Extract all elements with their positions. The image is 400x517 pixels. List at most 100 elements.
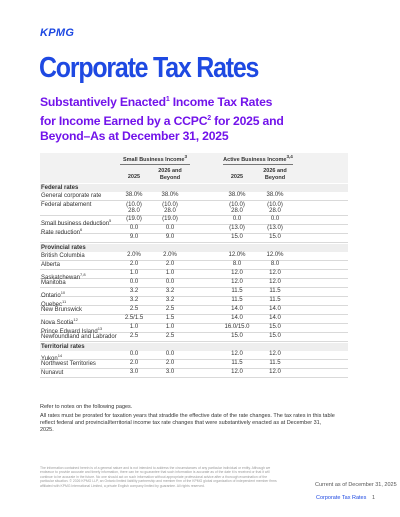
table-row: Nunavut 3.0 3.0 12.0 12.0	[40, 369, 348, 378]
rate-cell: 11.5	[269, 288, 281, 294]
rate-cell: (13.0)	[267, 225, 283, 231]
rate-cell: 8.0	[232, 261, 242, 267]
row-label: Rate reduction6	[41, 227, 83, 236]
col-2025-active: 2025	[230, 174, 244, 180]
table-row: New Brunswick 2.5 2.5 14.0 14.0	[40, 306, 348, 315]
rate-cell: 2.0%	[127, 252, 141, 258]
row-label: Newfoundland and Labrador	[41, 334, 117, 340]
rate-cell: 12.0	[231, 270, 243, 276]
row-label: Yukon14	[41, 353, 63, 362]
rate-cell: 15.0	[231, 333, 243, 339]
rate-cell: 38.0%	[228, 192, 246, 198]
table-row: Quebec11 3.2 3.2 11.5 11.5	[40, 297, 348, 308]
rate-cell: 12.0%	[228, 252, 246, 258]
row-label: Nunavut	[41, 370, 64, 376]
rate-cell: 3.2	[165, 288, 175, 294]
rate-cell: 14.0	[269, 315, 281, 321]
col-beyond-small: 2026 and Beyond	[158, 168, 182, 181]
rate-cell: 14.0	[231, 315, 243, 321]
rate-cell: 3.2	[165, 297, 175, 303]
rate-cell: 12.0	[269, 279, 281, 285]
rate-cell: 12.0	[269, 351, 281, 357]
row-label: Nova Scotia12	[41, 317, 78, 326]
rate-cell: 11.5	[269, 297, 281, 303]
rate-cell: 2.5	[129, 306, 139, 312]
rate-cell: (10.0) 28.0	[162, 202, 178, 214]
rate-cell: 1.5	[165, 315, 175, 321]
rate-cell: 11.5	[231, 297, 243, 303]
table-header: Small Business Income3 Active Business I…	[40, 153, 348, 183]
rate-cell: 12.0	[231, 279, 243, 285]
row-label: Saskatchewan7,8	[41, 272, 86, 281]
row-label: Small business deduction5	[41, 218, 112, 227]
rate-cell: 38.0%	[266, 192, 284, 198]
rate-cell: 0.0	[270, 216, 280, 222]
table-row: Northwest Territories 2.0 2.0 11.5 11.5	[40, 360, 348, 369]
rate-cell: 11.5	[269, 360, 281, 366]
row-label: Quebec11	[41, 299, 67, 308]
subtitle: Substantively Enacted1 Income Tax Rates …	[40, 95, 284, 144]
rate-cell: 0.0	[232, 216, 242, 222]
row-label: New Brunswick	[41, 307, 83, 313]
row-label: Ontario10	[41, 290, 66, 299]
rate-cell: (19.0)	[162, 216, 178, 222]
rate-cell: 38.0%	[125, 192, 143, 198]
rate-cell: 3.0	[129, 369, 139, 375]
current-as-of: Current as of December 31, 2025	[315, 482, 397, 488]
rate-cell: 8.0	[270, 261, 280, 267]
rate-cell: 12.0	[231, 351, 243, 357]
rate-cell: 2.0%	[163, 252, 177, 258]
rate-cell: 2.5	[165, 306, 175, 312]
section-header: Provincial rates	[40, 244, 348, 252]
rate-cell: 1.0	[129, 270, 139, 276]
row-label: Manitoba	[41, 280, 66, 286]
table-row: Saskatchewan7,8 1.0 1.0 12.0 12.0	[40, 270, 348, 281]
rate-cell: 14.0	[269, 306, 281, 312]
rate-cell: 12.0	[269, 369, 281, 375]
rate-cell: 2.0	[165, 261, 175, 267]
rate-cell: (10.0) 28.0	[126, 202, 142, 214]
rate-cell: 15.0	[269, 234, 281, 240]
disclaimer: The information contained herein is of a…	[40, 466, 277, 488]
rate-cell: (13.0)	[229, 225, 245, 231]
header-active-business: Active Business Income3,4	[223, 154, 293, 166]
rate-cell: 2.0	[129, 261, 139, 267]
table-row: Nova Scotia12 2.5/1.5 1.5 14.0 14.0	[40, 315, 348, 326]
rate-cell: 15.0	[269, 324, 281, 330]
tax-rate-table: Small Business Income3 Active Business I…	[40, 153, 348, 378]
table-row: Rate reduction6 0.0 0.0 (13.0) (13.0)	[40, 225, 348, 236]
page-number: 1	[372, 495, 376, 501]
row-label: Alberta	[41, 262, 61, 268]
rate-cell: 1.0	[165, 270, 175, 276]
rate-cell: 0.0	[129, 351, 139, 357]
table-row: 9.0 9.0 15.0 15.0	[40, 234, 348, 243]
table-row: Ontario10 3.2 3.2 11.5 11.5	[40, 288, 348, 299]
table-row: Prince Edward Island13 1.0 1.0 16.0/15.0 15.…	[40, 324, 348, 335]
col-beyond-active: 2026 and Beyond	[263, 168, 287, 181]
rate-cell: 0.0	[129, 279, 139, 285]
rate-cell: 3.2	[129, 297, 139, 303]
row-label: Northwest Territories	[41, 361, 96, 367]
rate-cell: 38.0%	[161, 192, 179, 198]
row-label: General corporate rate	[41, 193, 102, 199]
page-title: Corporate Tax Rates	[39, 52, 259, 84]
rate-cell: 12.0	[269, 270, 281, 276]
rate-cell: 9.0	[165, 234, 175, 240]
rate-cell: 16.0/15.0	[224, 324, 250, 330]
section-header: Territorial rates	[40, 343, 348, 351]
rate-cell: 0.0	[165, 225, 175, 231]
table-row: Alberta 2.0 2.0 8.0 8.0	[40, 261, 348, 270]
rate-cell: 15.0	[269, 333, 281, 339]
rate-cell: 0.0	[129, 225, 139, 231]
proration-note: All rates must be prorated for taxation …	[40, 413, 335, 433]
col-2025-small: 2025	[127, 174, 141, 180]
rate-cell: 2.5	[165, 333, 175, 339]
rate-cell: 12.0	[231, 369, 243, 375]
footer-title: Corporate Tax Rates	[316, 495, 367, 501]
rate-cell: (10.0) 28.0	[229, 202, 245, 214]
rate-cell: 11.5	[231, 360, 243, 366]
table-body: Federal rates General corporate rate 38.0%…	[40, 184, 348, 378]
rate-cell: 1.0	[129, 324, 139, 330]
rate-cell: 2.0	[165, 360, 175, 366]
table-row: British Columbia 2.0% 2.0% 12.0% 12.0%	[40, 252, 348, 261]
